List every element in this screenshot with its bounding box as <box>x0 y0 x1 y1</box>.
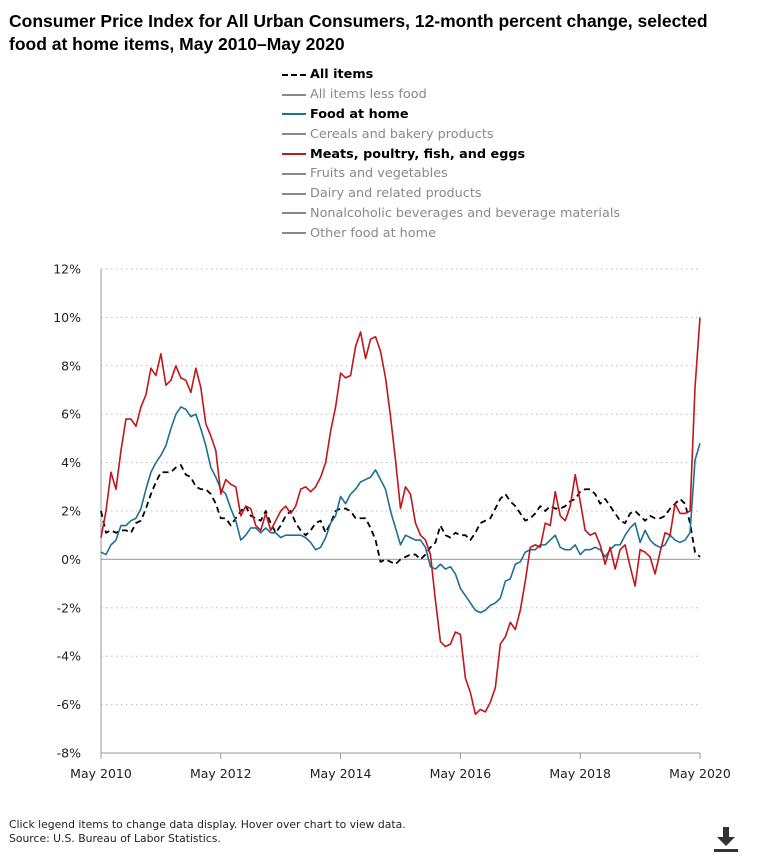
legend-item[interactable]: Fruits and vegetables <box>282 164 620 184</box>
line-chart[interactable]: -8% -6% -4% -2% 0% 2% 4% 6% 8% 10% 12% May 2010 May … <box>0 255 760 820</box>
legend-label: Dairy and related products <box>310 186 482 202</box>
footer-source: Source: U.S. Bureau of Labor Statistics. <box>9 832 221 845</box>
legend-label: All items less food <box>310 87 427 103</box>
legend-swatch <box>282 172 306 175</box>
legend-item[interactable]: All items less food <box>282 85 620 105</box>
legend-label: Cereals and bakery products <box>310 126 494 142</box>
footer-instructions: Click legend items to change data displa… <box>9 818 406 831</box>
y-tick-label: 10% <box>53 310 81 325</box>
chart-title: Consumer Price Index for All Urban Consu… <box>9 11 708 54</box>
y-tick-label: 0% <box>61 552 81 567</box>
legend-swatch <box>282 73 306 76</box>
x-tick-label: May 2020 <box>669 766 731 781</box>
download-icon[interactable] <box>712 825 740 855</box>
x-tick-label: May 2016 <box>430 766 492 781</box>
legend-item[interactable]: Nonalcoholic beverages and beverage mate… <box>282 204 620 224</box>
legend-label: Meats, poultry, fish, and eggs <box>310 146 526 162</box>
x-tick-label: May 2018 <box>549 766 611 781</box>
y-tick-label: -8% <box>57 746 81 761</box>
legend-item[interactable]: Other food at home <box>282 223 620 243</box>
legend: All items All items less food Food at home… <box>282 65 620 243</box>
legend-swatch <box>282 212 306 215</box>
series-line[interactable] <box>100 406 701 614</box>
legend-label: Fruits and vegetables <box>310 166 448 182</box>
footer: Click legend items to change data displa… <box>9 818 406 846</box>
legend-swatch <box>282 153 306 156</box>
legend-swatch <box>282 113 306 116</box>
y-tick-label: 8% <box>61 358 81 373</box>
legend-item[interactable]: Dairy and related products <box>282 184 620 204</box>
y-tick-label: 6% <box>61 407 81 422</box>
legend-label: All items <box>310 67 374 83</box>
legend-item[interactable]: All items <box>282 65 620 85</box>
y-tick-label: -2% <box>57 600 81 615</box>
legend-item[interactable]: Food at home <box>282 105 620 125</box>
legend-label: Food at home <box>310 106 409 122</box>
y-tick-label: -4% <box>57 649 81 664</box>
series-line[interactable] <box>100 317 701 716</box>
legend-item[interactable]: Cereals and bakery products <box>282 124 620 144</box>
legend-swatch <box>282 232 306 235</box>
x-tick-label: May 2012 <box>190 766 252 781</box>
legend-swatch <box>282 133 306 136</box>
y-tick-label: 4% <box>61 455 81 470</box>
legend-item[interactable]: Meats, poultry, fish, and eggs <box>282 144 620 164</box>
x-tick-label: May 2014 <box>310 766 372 781</box>
legend-label: Nonalcoholic beverages and beverage mate… <box>310 205 621 221</box>
legend-swatch <box>282 93 306 96</box>
legend-swatch <box>282 192 306 195</box>
legend-label: Other food at home <box>310 225 436 241</box>
x-tick-label: May 2010 <box>70 766 132 781</box>
y-tick-label: 12% <box>53 262 81 277</box>
y-tick-label: -6% <box>57 697 81 712</box>
series-line[interactable] <box>100 464 701 566</box>
y-tick-label: 2% <box>61 504 81 519</box>
